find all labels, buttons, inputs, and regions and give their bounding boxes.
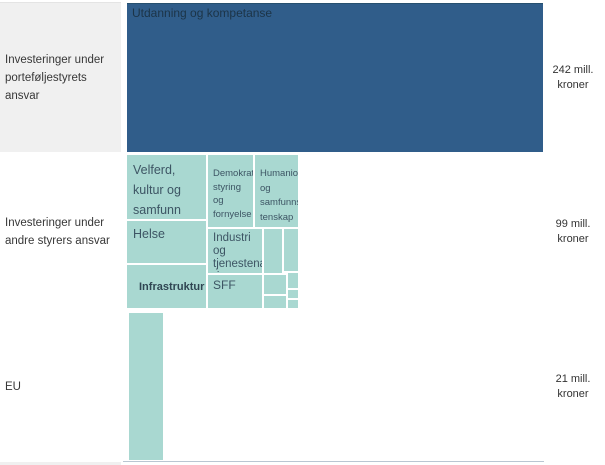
cell-label-demokrati-styring-og-fornyelse: Demokrati, styring og fornyelse [213, 168, 253, 220]
row-label-andre-styrers-ansvar[interactable]: Investeringer under andre styrers ansvar [0, 155, 121, 308]
treemap-cell-sff[interactable]: SFF [208, 275, 262, 308]
treemap-cell-unlabeled-2[interactable] [284, 229, 298, 271]
row-label-portefoljestyrets-ansvar[interactable]: Investeringer under porteføljestyrets an… [0, 2, 121, 152]
cell-label-humaniora-og-samfunnsvitenskap: Humaniora og samfunnsvi tenskap [260, 168, 298, 223]
treemap-cell-humaniora-og-samfunnsvitenskap[interactable]: Humaniora og samfunnsvi tenskap [255, 155, 298, 227]
value-label-99-mill-kroner: 99 mill. kroner [555, 217, 591, 245]
treemap-cell-eu[interactable] [129, 313, 163, 460]
treemap-cell-industri-og-tjenestenaeringer[interactable]: Industri og tjenestenæ ringer [208, 229, 262, 273]
cell-label-helse: Helse [133, 227, 165, 241]
cell-label-sff: SFF [213, 278, 236, 292]
partial-next-row-label-bg [0, 462, 121, 465]
value-label-242-mill-kroner: 242 mill. kroner [552, 63, 594, 91]
cell-label-industri-og-tjenestenaeringer: Industri og tjenestenæ ringer [213, 232, 262, 273]
bottom-row-separator-line [123, 461, 544, 462]
treemap-cell-unlabeled-4[interactable] [288, 273, 298, 288]
treemap-cell-helse[interactable]: Helse [127, 221, 206, 263]
treemap-cell-infrastruktur[interactable]: Infrastruktur [127, 265, 206, 308]
treemap-cell-unlabeled-6[interactable] [288, 290, 298, 298]
value-label-21-mill-kroner: 21 mill. kroner [555, 372, 591, 400]
cell-label-velferd-kultur-og-samfunn: Velferd, kultur og samfunn [133, 163, 181, 217]
treemap-cell-unlabeled-7[interactable] [288, 300, 298, 308]
treemap-cell-velferd-kultur-og-samfunn[interactable]: Velferd, kultur og samfunn [127, 155, 206, 219]
treemap-cell-unlabeled-1[interactable] [264, 229, 282, 273]
cell-label-infrastruktur: Infrastruktur [139, 280, 205, 293]
treemap-cell-demokrati-styring-og-fornyelse[interactable]: Demokrati, styring og fornyelse [208, 155, 253, 227]
treemap-cell-unlabeled-5[interactable] [264, 296, 286, 308]
treemap-cell-utdanning-og-kompetanse[interactable]: Utdanning og kompetanse [127, 3, 543, 152]
cell-label-utdanning-og-kompetanse: Utdanning og kompetanse [132, 6, 273, 20]
treemap-cell-unlabeled-3[interactable] [264, 275, 286, 294]
row-label-eu[interactable]: EU [0, 313, 121, 460]
